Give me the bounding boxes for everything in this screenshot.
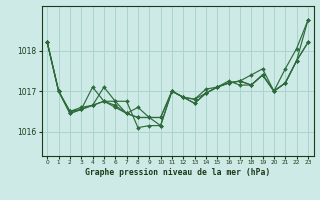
X-axis label: Graphe pression niveau de la mer (hPa): Graphe pression niveau de la mer (hPa) xyxy=(85,168,270,177)
